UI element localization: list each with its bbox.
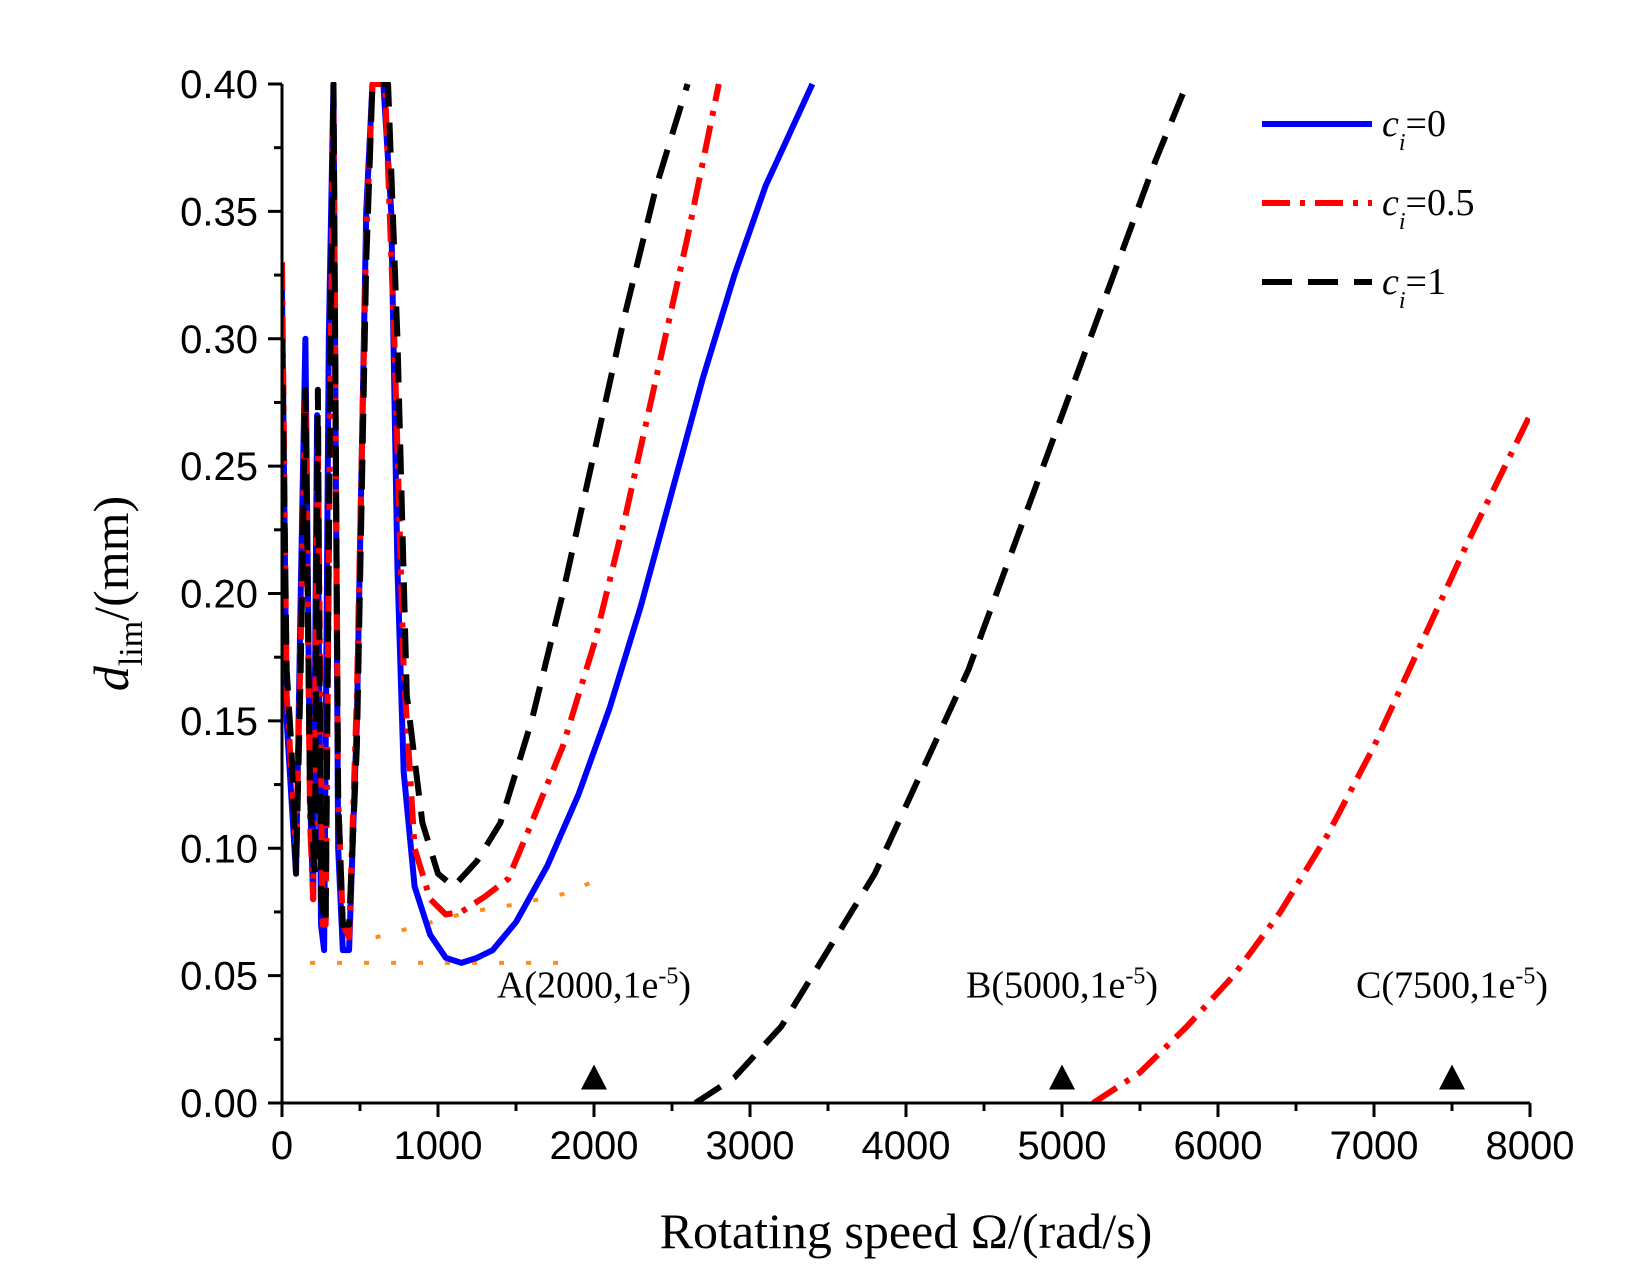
marker-label-end: )	[1535, 965, 1548, 1007]
series-line-3	[693, 82, 1190, 1103]
y-tick-label: 0.40	[180, 63, 258, 107]
marker-label-2: C(7500,1e-5)	[1356, 964, 1548, 1007]
x-axis-title-prefix: Rotating speed	[660, 1203, 971, 1259]
x-tick-label: 2000	[550, 1124, 639, 1168]
marker-label-main: C(7500,1e	[1356, 965, 1515, 1007]
x-axis-title-suffix: /(rad/s)	[1008, 1203, 1152, 1259]
x-tick-label: 3000	[706, 1124, 795, 1168]
legend-label-rest: =1	[1406, 261, 1446, 303]
marker-label-sup: -5	[658, 964, 678, 990]
x-tick-label: 7000	[1330, 1124, 1419, 1168]
x-tick-label: 6000	[1174, 1124, 1263, 1168]
marker-label-sup: -5	[1125, 964, 1145, 990]
series-line-2	[282, 82, 691, 928]
marker-label-main: B(5000,1e	[966, 965, 1125, 1007]
y-tick-label: 0.25	[180, 445, 258, 489]
marker-label-end: )	[1145, 965, 1158, 1007]
marker-triangle-2	[1439, 1064, 1465, 1090]
auxiliary-lines	[310, 879, 595, 965]
y-tick-label: 0.35	[180, 190, 258, 234]
marker-label-1: B(5000,1e-5)	[966, 964, 1158, 1007]
marker-label-main: A(2000,1e	[497, 965, 658, 1007]
series-line-1	[282, 82, 722, 941]
marker-label-sup: -5	[1515, 964, 1535, 990]
y-tick-label: 0.00	[180, 1082, 258, 1126]
legend-label-main: c	[1382, 103, 1399, 145]
x-tick-label: 8000	[1486, 1124, 1575, 1168]
legend-label-main: c	[1382, 182, 1399, 224]
legend-label-sub: i	[1399, 209, 1406, 235]
series-lines	[282, 82, 1530, 1103]
marker-label-end: )	[678, 965, 691, 1007]
legend-label-rest: =0.5	[1406, 182, 1475, 224]
legend-label-1: ci=0.5	[1382, 182, 1474, 235]
y-tick-label: 0.20	[180, 573, 258, 617]
legend-label-main: c	[1382, 261, 1399, 303]
legend-label-2: ci=1	[1382, 261, 1446, 314]
marker-label-0: A(2000,1e-5)	[497, 964, 691, 1007]
y-axis-title-main: d	[83, 665, 139, 691]
y-tick-label: 0.30	[180, 318, 258, 362]
x-tick-label: 5000	[1018, 1124, 1107, 1168]
legend: ci=0ci=0.5ci=1	[1262, 103, 1474, 314]
y-axis-title-suffix: /(mm)	[83, 496, 139, 621]
y-axis-title: dlim/(mm)	[83, 496, 150, 691]
axes: 0 1000 2000 3000 4000 5000 6000 7000 8000 0.00 0.0…	[83, 63, 1574, 1259]
legend-label-sub: i	[1399, 130, 1406, 156]
x-tick-label: 0	[271, 1124, 293, 1168]
legend-label-rest: =0	[1406, 103, 1446, 145]
x-axis-title: Rotating speed Ω/(rad/s)	[660, 1203, 1153, 1259]
y-tick-label: 0.10	[180, 827, 258, 871]
marker-triangle-0	[581, 1064, 607, 1090]
auxiliary-line-1	[375, 879, 595, 940]
marker-triangle-1	[1049, 1064, 1075, 1090]
x-tick-label: 4000	[862, 1124, 951, 1168]
y-tick-label: 0.05	[180, 955, 258, 999]
marker-group: A(2000,1e-5) B(5000,1e-5) C(7500,1e-5)	[497, 964, 1548, 1090]
y-axis-title-sub: lim	[113, 621, 150, 666]
y-tick-label: 0.15	[180, 700, 258, 744]
x-axis-title-symbol: Ω	[971, 1203, 1008, 1259]
x-tick-label: 1000	[394, 1124, 483, 1168]
legend-label-0: ci=0	[1382, 103, 1446, 156]
legend-label-sub: i	[1399, 288, 1406, 314]
